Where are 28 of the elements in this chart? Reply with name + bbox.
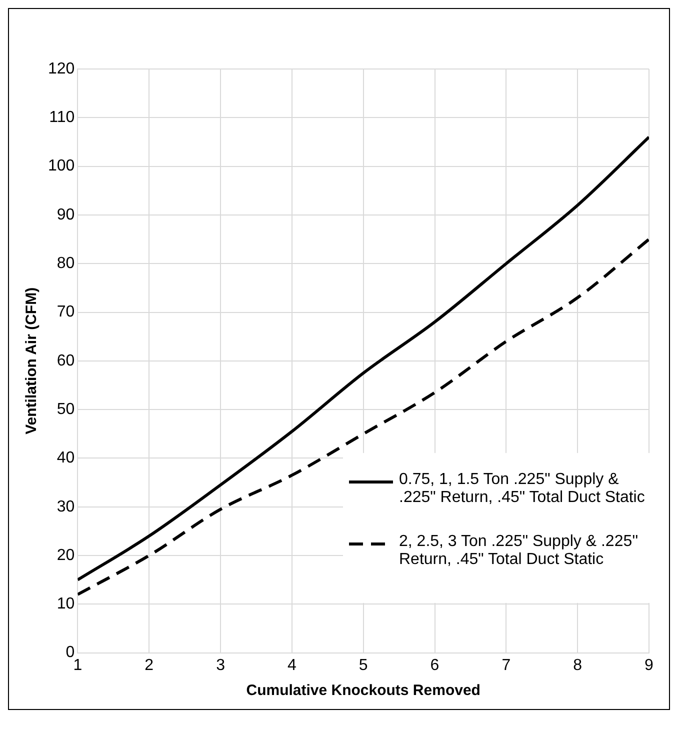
y-tick-label: 80 <box>56 255 75 272</box>
x-tick-label: 7 <box>502 656 511 674</box>
x-tick-label: 4 <box>287 656 296 674</box>
y-tick-label: 0 <box>66 644 75 662</box>
legend-label: 0.75, 1, 1.5 Ton .225" Supply & .225" Return, .45" Total Duct Static <box>399 470 646 507</box>
x-axis-title: Cumulative Knockouts Removed <box>246 682 480 700</box>
y-tick-label: 30 <box>56 498 75 516</box>
y-tick-label: 120 <box>48 60 75 78</box>
x-tick-label: 8 <box>573 656 582 674</box>
x-tick-label: 5 <box>358 656 368 674</box>
y-tick-label: 40 <box>56 450 75 467</box>
x-tick-label: 3 <box>216 656 226 674</box>
y-tick-label: 50 <box>56 400 75 418</box>
y-tick-label: 20 <box>56 546 75 564</box>
y-tick-label: 60 <box>56 352 75 370</box>
y-tick-label: 110 <box>49 109 75 126</box>
y-tick-label: 70 <box>56 304 75 321</box>
x-tick-label: 9 <box>644 656 654 674</box>
y-tick-label: 100 <box>48 158 75 175</box>
x-tick-label: 6 <box>430 656 440 674</box>
y-tick-label: 10 <box>56 596 75 613</box>
y-tick-label: 90 <box>56 206 75 224</box>
x-tick-label: 1 <box>73 656 82 674</box>
line-series <box>78 136 649 582</box>
legend-label: 2, 2.5, 3 Ton .225" Supply & .225'' Return, .45" Total Duct Static <box>399 532 640 569</box>
line-series <box>78 238 649 596</box>
y-axis-title: Ventilation Air (CFM) <box>23 287 40 434</box>
x-tick-label: 2 <box>144 656 154 674</box>
